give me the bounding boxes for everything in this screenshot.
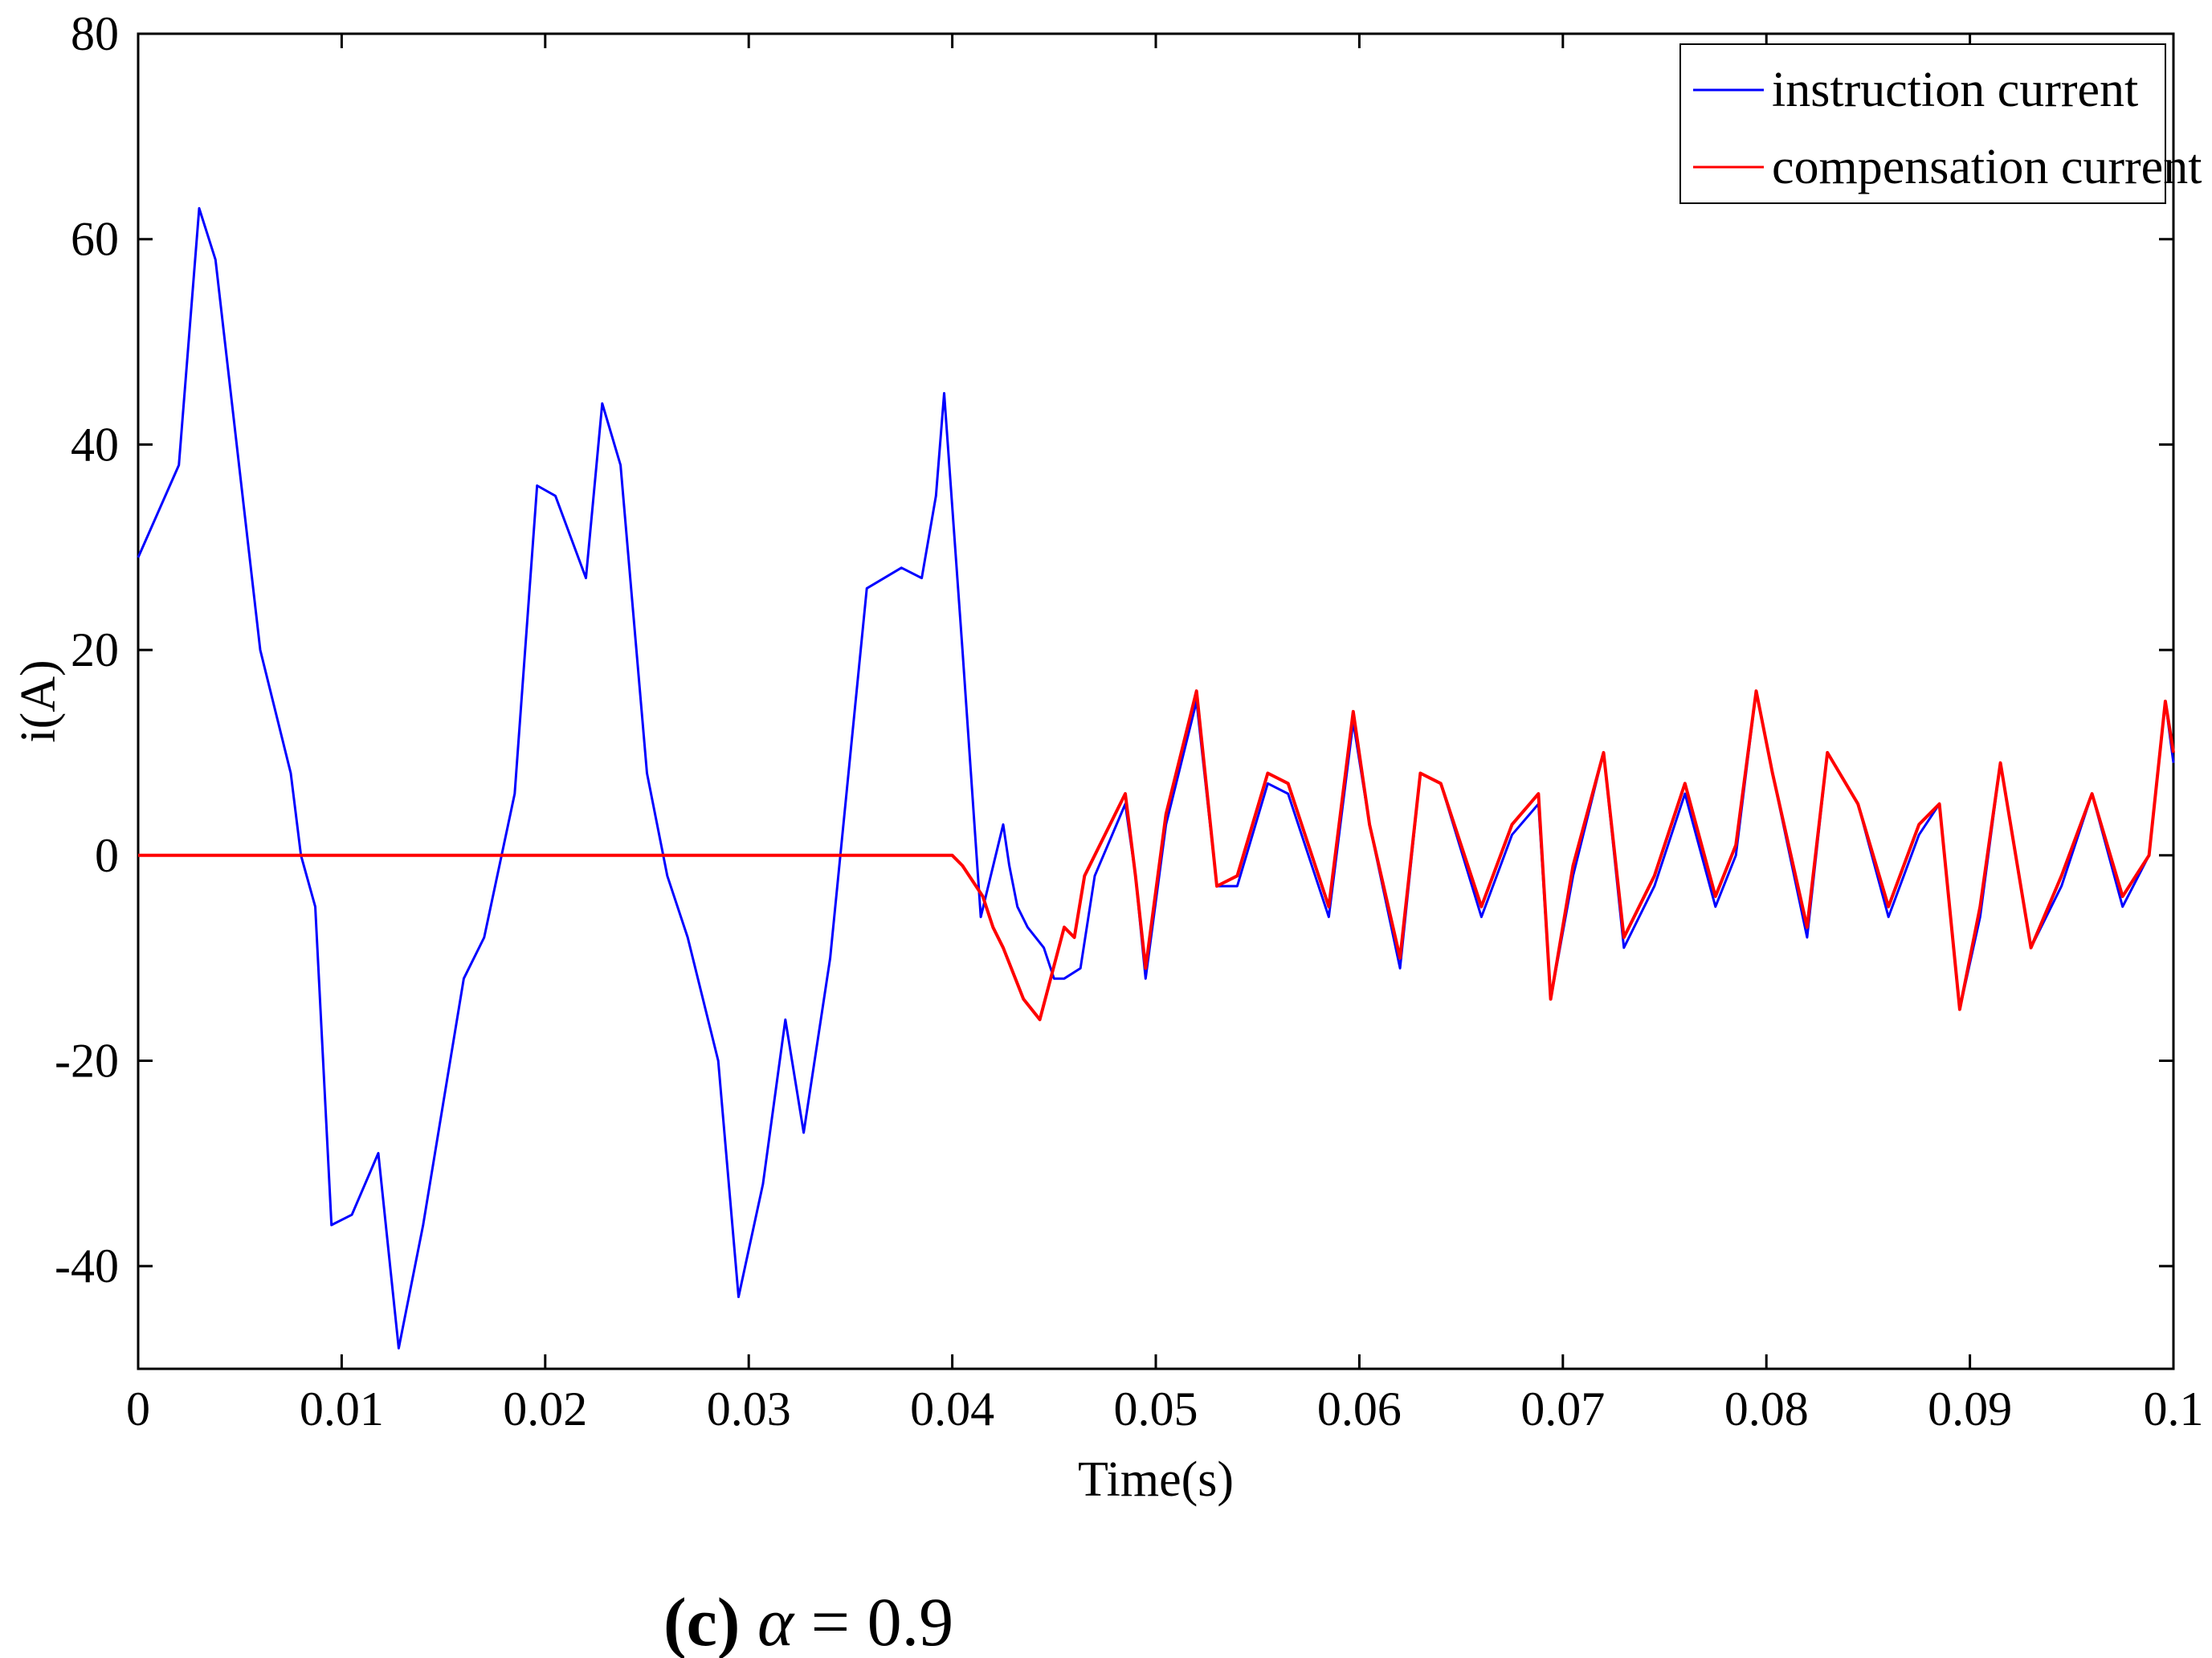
x-tick-label: 0.06	[1317, 1382, 1402, 1435]
y-tick-label: 20	[71, 623, 119, 676]
caption-alpha-symbol: α	[757, 1583, 795, 1658]
y-tick-label: 40	[71, 418, 119, 471]
y-tick-label: -20	[55, 1034, 119, 1087]
y-axis-ticks: -40 -20 0 20 40 60 80	[55, 7, 2173, 1293]
y-tick-label: -40	[55, 1239, 119, 1293]
caption-expression: = 0.9	[811, 1583, 954, 1658]
y-tick-label: 0	[95, 829, 119, 882]
legend-box	[1679, 43, 2166, 204]
x-tick-label: 0.09	[1928, 1382, 2012, 1435]
x-tick-label: 0.1	[2144, 1382, 2204, 1435]
x-tick-label: 0	[126, 1382, 150, 1435]
x-tick-label: 0.05	[1114, 1382, 1198, 1435]
x-tick-label: 0.01	[300, 1382, 384, 1435]
series-line-compensation-current	[138, 689, 2175, 1022]
legend: instruction current compensation current	[1679, 43, 2202, 204]
legend-label-instruction-current: instruction current	[1772, 63, 2138, 117]
y-tick-label: 60	[71, 213, 119, 266]
y-tick-label: 80	[71, 7, 119, 60]
y-axis-label: i(A)	[11, 660, 66, 742]
series-layer	[137, 206, 2175, 1350]
legend-label-compensation-current: compensation current	[1772, 140, 2202, 194]
x-tick-label: 0.07	[1520, 1382, 1605, 1435]
caption-label: (c)	[663, 1583, 740, 1658]
x-tick-label: 0.08	[1724, 1382, 1809, 1435]
figure-caption: (c) α = 0.9	[663, 1583, 953, 1658]
caption-text: (c) α = 0.9	[663, 1583, 953, 1658]
x-tick-label: 0.03	[707, 1382, 791, 1435]
x-tick-label: 0.04	[910, 1382, 994, 1435]
x-axis-ticks: 0 0.01 0.02 0.03 0.04 0.05 0.06 0.07 0.08 0.09 0.1	[126, 34, 2204, 1435]
x-tick-label: 0.02	[503, 1382, 587, 1435]
x-axis-label: Time(s)	[1078, 1452, 1234, 1507]
